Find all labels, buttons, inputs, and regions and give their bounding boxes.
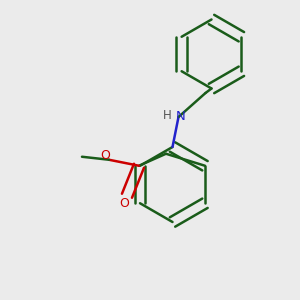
Text: N: N bbox=[176, 110, 186, 124]
Text: O: O bbox=[100, 149, 110, 162]
Text: H: H bbox=[163, 109, 172, 122]
Text: O: O bbox=[120, 197, 130, 210]
